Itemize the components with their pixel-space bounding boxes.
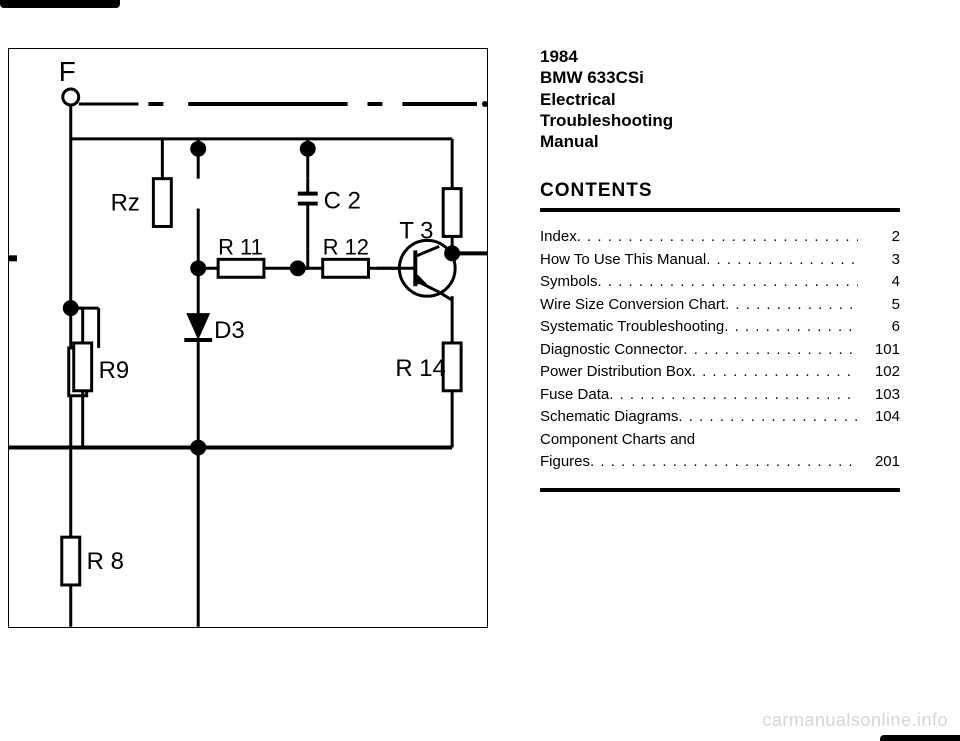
document-header: 1984 BMW 633CSi Electrical Troubleshooti… <box>540 46 900 152</box>
toc-row: Schematic Diagrams . . . . . . . . . . .… <box>540 406 900 429</box>
toc-dots: . . . . . . . . . . . . . . . . . . . . … <box>590 451 858 474</box>
toc-page: 104 <box>858 406 900 429</box>
toc-dots: . . . . . . . . . . . . . . . . . . . . … <box>683 339 858 362</box>
toc-label: Component Charts and <box>540 429 695 452</box>
toc-dots: . . . . . . . . . . . . . . . . . . . . … <box>725 294 858 317</box>
line-manual: Manual <box>540 131 900 152</box>
toc-label: Fuse Data <box>540 384 609 407</box>
toc-label: Systematic Troubleshooting <box>540 316 724 339</box>
toc-page: 3 <box>858 249 900 272</box>
label-D3: D3 <box>214 317 245 344</box>
toc-row: Figures . . . . . . . . . . . . . . . . … <box>540 451 900 474</box>
toc-row: Wire Size Conversion Chart . . . . . . .… <box>540 294 900 317</box>
circuit-svg: F Rz C 2 T 3 <box>9 49 487 627</box>
toc-page: 102 <box>858 361 900 384</box>
toc-label: Index <box>540 226 577 249</box>
toc-dots: . . . . . . . . . . . . . . . . . . . . … <box>609 384 858 407</box>
toc-dots: . . . . . . . . . . . . . . . . . . . . … <box>706 249 858 272</box>
label-R11: R 11 <box>218 234 263 259</box>
model: BMW 633CSi <box>540 67 900 88</box>
toc-dots: . . . . . . . . . . . . . . . . . . . . … <box>678 406 858 429</box>
component-R8 <box>62 537 80 585</box>
toc-list: Index . . . . . . . . . . . . . . . . . … <box>540 226 900 474</box>
toc-page: 201 <box>858 451 900 474</box>
toc-row: Power Distribution Box . . . . . . . . .… <box>540 361 900 384</box>
label-Rz: Rz <box>111 190 140 217</box>
contents-title: CONTENTS <box>540 180 900 202</box>
top-corner-mark <box>0 0 120 8</box>
toc-label: Figures <box>540 451 590 474</box>
component-D3 <box>186 313 210 340</box>
toc-page: 6 <box>858 316 900 339</box>
toc-label: Diagnostic Connector <box>540 339 683 362</box>
toc-dots: . . . . . . . . . . . . . . . . . . . . … <box>577 226 858 249</box>
component-Rz <box>153 179 171 227</box>
toc-row: Fuse Data . . . . . . . . . . . . . . . … <box>540 384 900 407</box>
toc-label: How To Use This Manual <box>540 249 706 272</box>
toc-label: Power Distribution Box <box>540 361 692 384</box>
label-R8: R 8 <box>87 548 124 575</box>
toc-page: 2 <box>858 226 900 249</box>
watermark: carmanualsonline.info <box>762 710 948 731</box>
toc-label: Wire Size Conversion Chart <box>540 294 725 317</box>
component-R12 <box>323 259 369 277</box>
toc-dots: . . . . . . . . . . . . . . . . . . . . … <box>724 316 858 339</box>
label-R14: R 14 <box>395 355 445 382</box>
year: 1984 <box>540 46 900 67</box>
line-electrical: Electrical <box>540 89 900 110</box>
toc-row: Symbols . . . . . . . . . . . . . . . . … <box>540 271 900 294</box>
toc-row: How To Use This Manual . . . . . . . . .… <box>540 249 900 272</box>
label-R12: R 12 <box>323 234 369 259</box>
contents-rule-bottom <box>540 488 900 492</box>
toc-dots: . . . . . . . . . . . . . . . . . . . . … <box>692 361 858 384</box>
component-R11 <box>218 259 264 277</box>
toc-dots: . . . . . . . . . . . . . . . . . . . . … <box>598 271 858 294</box>
label-R9: R9 <box>99 357 130 384</box>
toc-row: Index . . . . . . . . . . . . . . . . . … <box>540 226 900 249</box>
bottom-corner-mark <box>880 735 960 741</box>
component-R14 <box>443 343 461 391</box>
line-troubleshooting: Troubleshooting <box>540 110 900 131</box>
schematic-diagram: F Rz C 2 T 3 <box>8 48 488 628</box>
toc-page: 5 <box>858 294 900 317</box>
toc-page: 101 <box>858 339 900 362</box>
toc-label: Schematic Diagrams <box>540 406 678 429</box>
toc-label: Symbols <box>540 271 598 294</box>
toc-row: Diagnostic Connector . . . . . . . . . .… <box>540 339 900 362</box>
toc-row: Systematic Troubleshooting . . . . . . .… <box>540 316 900 339</box>
contents-panel: 1984 BMW 633CSi Electrical Troubleshooti… <box>540 46 900 492</box>
component-right-top <box>443 189 461 237</box>
toc-row: Component Charts and . . . . . . . . . .… <box>540 429 900 452</box>
toc-page: 103 <box>858 384 900 407</box>
toc-page: 4 <box>858 271 900 294</box>
terminal-F <box>63 89 79 105</box>
label-F: F <box>59 56 76 87</box>
label-C2: C 2 <box>324 188 361 215</box>
contents-rule-top <box>540 208 900 212</box>
